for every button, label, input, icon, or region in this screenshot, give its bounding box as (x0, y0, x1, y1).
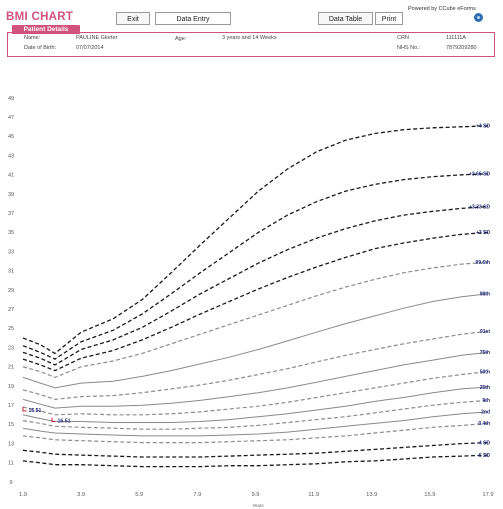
y-tick-label: 13 (8, 441, 14, 447)
x-axis-labels: 1.9 3.9 5.9 7.9 9.9 11.9 13.9 15.9 17.9 (19, 492, 494, 498)
y-tick-label: 17 (8, 403, 14, 409)
centile-line (22, 441, 489, 458)
centile-label: -5 SD (477, 453, 490, 459)
name-value: PAULINE Glorter (76, 35, 118, 41)
app-title: BMI CHART (6, 11, 74, 23)
measurement-marker (22, 406, 27, 412)
patient-details-panel (7, 32, 495, 57)
nhs-value: 7879209280 (446, 45, 477, 51)
data-entry-button[interactable]: Data Entry (155, 12, 231, 25)
y-tick-label: 15 (8, 422, 14, 428)
centile-line (22, 411, 489, 437)
measurement-label: 16.51 (28, 408, 41, 414)
nhs-label: NHS No.: (397, 45, 421, 51)
centile-line (22, 386, 489, 423)
x-tick-label: 7.9 (193, 492, 201, 498)
x-tick-label: 3.9 (77, 492, 85, 498)
x-tick-label: 5.9 (135, 492, 143, 498)
centile-label: +4 SD (476, 124, 490, 130)
ccube-logo-icon (474, 13, 483, 22)
patient-details-tab[interactable]: Patient Details (12, 25, 80, 34)
y-tick-label: 31 (8, 269, 14, 275)
centile-line (22, 422, 489, 444)
y-tick-label: 11 (8, 461, 14, 467)
centile-label: 99.6th (476, 260, 490, 266)
x-axis-title: Years (252, 503, 264, 508)
centile-label: 9th (483, 398, 491, 404)
centile-label: +3.66 SD (469, 172, 490, 178)
centile-line (22, 173, 489, 360)
y-tick-label: 41 (8, 173, 14, 179)
x-tick-label: 13.9 (366, 492, 377, 498)
y-tick-label: 43 (8, 153, 14, 159)
y-tick-label: 33 (8, 249, 14, 255)
y-tick-label: 25 (8, 326, 14, 332)
data-table-button[interactable]: Data Table (318, 12, 373, 25)
y-tick-label: 49 (8, 96, 14, 102)
x-tick-label: 1.9 (19, 492, 27, 498)
x-tick-label: 11.9 (308, 492, 319, 498)
y-tick-label: 9 (9, 480, 12, 486)
age-value: 3 years and 14 Weeks (222, 35, 277, 41)
x-tick-label: 17.9 (482, 492, 493, 498)
centile-line (22, 205, 489, 366)
y-tick-label: 23 (8, 345, 14, 351)
measurement-points: 16.51 16.51 (22, 406, 71, 425)
powered-by-label: Powered by CCube eForms (408, 6, 476, 12)
x-tick-label: 9.9 (251, 492, 259, 498)
print-button[interactable]: Print (375, 12, 403, 25)
curve-labels: +4 SD +3.66 SD +3.33 SD +3 SD 99.6th 98th 91st… (469, 124, 490, 459)
crn-value: 111111A (446, 35, 466, 41)
age-label: Age: (175, 36, 187, 42)
centile-label: 0.4th (478, 421, 490, 427)
centile-label: 91st (480, 329, 490, 335)
centile-line (22, 293, 489, 389)
centile-label: 50th (480, 369, 490, 375)
y-axis-labels: 9 11 13 15 17 19 21 23 25 27 29 31 33 35 37 39 41 43 45 47 4… (8, 96, 14, 486)
centile-line (22, 330, 489, 401)
centile-line (22, 231, 489, 372)
centile-line (22, 454, 489, 468)
centile-label: +3 SD (476, 230, 490, 236)
y-tick-label: 29 (8, 288, 14, 294)
centile-line (22, 371, 489, 416)
y-tick-label: 35 (8, 230, 14, 236)
dob-value: 07/07/2014 (76, 45, 104, 51)
x-tick-label: 15.9 (424, 492, 435, 498)
y-tick-label: 19 (8, 384, 14, 390)
centile-label: 25th (480, 385, 490, 391)
y-tick-label: 21 (8, 365, 14, 371)
name-label: Name: (24, 35, 41, 41)
y-tick-label: 47 (8, 115, 14, 121)
centile-label: -4 SD (477, 440, 490, 446)
centile-line (22, 261, 489, 379)
centile-label: 75th (480, 350, 490, 356)
y-tick-label: 27 (8, 307, 14, 313)
centile-line (22, 351, 489, 409)
dob-label: Date of Birth: (24, 45, 57, 51)
centile-label: 98th (480, 292, 490, 298)
crn-label: CRN (397, 35, 409, 41)
centile-label: +3.33 SD (469, 204, 490, 210)
measurement-label: 16.51 (58, 419, 71, 425)
centile-line (22, 125, 489, 355)
centile-label: 2nd (481, 410, 490, 416)
y-tick-label: 37 (8, 211, 14, 217)
measurement-marker (51, 417, 56, 423)
y-tick-label: 39 (8, 192, 14, 198)
centile-curves (22, 125, 489, 468)
centile-line (22, 399, 489, 430)
exit-button[interactable]: Exit (116, 12, 150, 25)
y-tick-label: 45 (8, 134, 14, 140)
